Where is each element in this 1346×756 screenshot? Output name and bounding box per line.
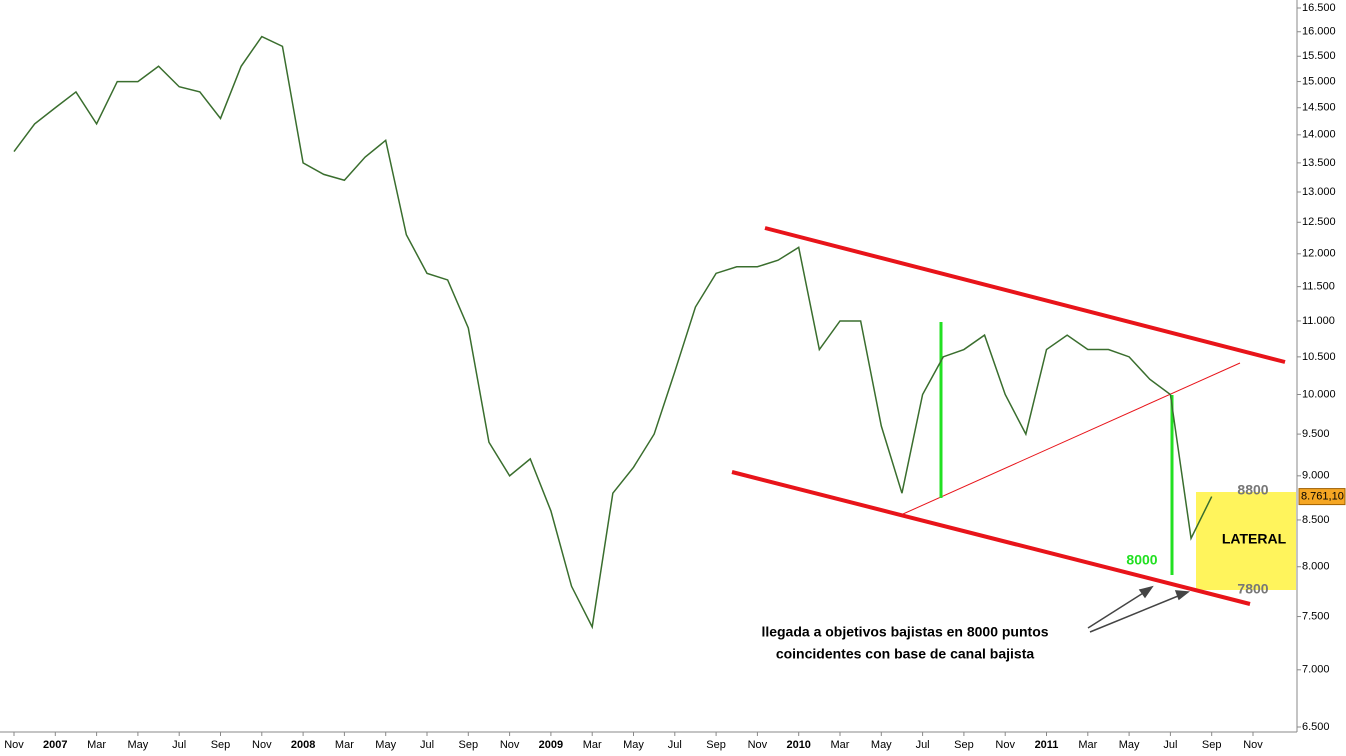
x-tick-label: Sep (211, 739, 231, 751)
annotation: 8000 (1126, 552, 1157, 568)
x-tick-label: Nov (1243, 739, 1263, 751)
last-value-label: 8.761,10 (1301, 491, 1344, 503)
x-tick-label: Mar (335, 739, 354, 751)
x-tick-label: Nov (252, 739, 272, 751)
arrows (1087, 585, 1190, 633)
y-tick-label: 14.000 (1302, 129, 1336, 141)
x-tick-label: 2008 (291, 739, 315, 751)
y-tick-label: 16.500 (1302, 2, 1336, 14)
x-tick-label: Nov (500, 739, 520, 751)
annotation: coincidentes con base de canal bajista (776, 646, 1035, 662)
annotation: LATERAL (1222, 531, 1287, 547)
y-tick-label: 13.000 (1302, 186, 1336, 198)
y-tick-label: 13.500 (1302, 157, 1336, 169)
y-tick-label: 8.500 (1302, 514, 1330, 526)
y-tick-label: 8.000 (1302, 561, 1330, 573)
x-tick-label: 2010 (786, 739, 810, 751)
x-tick-label: 2011 (1035, 739, 1059, 751)
x-tick-label: 2007 (43, 739, 67, 751)
y-tick-label: 16.000 (1302, 26, 1336, 38)
x-tick-label: May (375, 739, 396, 751)
y-tick-label: 6.500 (1302, 721, 1330, 733)
y-tick-label: 11.000 (1302, 315, 1335, 327)
y-tick-label: 10.500 (1302, 351, 1336, 363)
y-tick-label: 12.500 (1302, 216, 1336, 228)
last-value-box (1298, 488, 1346, 506)
annotation: 7800 (1237, 581, 1268, 597)
x-tick-label: Sep (1202, 739, 1222, 751)
x-tick-label: May (871, 739, 892, 751)
channel-bottom (731, 470, 1251, 606)
x-tick-label: Nov (995, 739, 1015, 751)
y-tick-label: 14.500 (1302, 102, 1336, 114)
x-tick-label: Jul (172, 739, 186, 751)
y-tick-label: 7.500 (1302, 610, 1330, 622)
x-tick-label: May (128, 739, 149, 751)
y-tick-label: 12.000 (1302, 248, 1336, 260)
x-tick-label: May (1119, 739, 1140, 751)
support-line (902, 362, 1241, 515)
x-tick-label: Sep (706, 739, 726, 751)
x-tick-label: Mar (583, 739, 602, 751)
y-tick-label: 7.000 (1302, 664, 1330, 676)
x-tick-label: May (623, 739, 644, 751)
y-tick-label: 9.000 (1302, 470, 1330, 482)
x-tick-label: Mar (831, 739, 850, 751)
x-tick-label: Jul (1163, 739, 1177, 751)
x-tick-label: Jul (916, 739, 930, 751)
x-tick-label: Jul (420, 739, 434, 751)
lateral-zone (1196, 492, 1296, 590)
x-tick-label: Mar (1078, 739, 1097, 751)
x-tick-label: Nov (748, 739, 768, 751)
annotation: 8800 (1237, 482, 1268, 498)
price-line (13, 35, 1213, 630)
y-tick-label: 11.500 (1302, 281, 1335, 293)
x-tick-label: Nov (4, 739, 24, 751)
x-tick-label: Mar (87, 739, 106, 751)
x-tick-label: Jul (668, 739, 682, 751)
x-tick-label: 2009 (539, 739, 563, 751)
y-tick-label: 15.000 (1302, 75, 1336, 87)
y-tick-label: 15.500 (1302, 50, 1336, 62)
x-tick-label: Sep (954, 739, 974, 751)
x-tick-label: Sep (459, 739, 479, 751)
y-tick-label: 9.500 (1302, 428, 1330, 440)
y-tick-label: 10.000 (1302, 388, 1336, 400)
annotation: llegada a objetivos bajistas en 8000 pun… (761, 624, 1048, 640)
channel-top (764, 226, 1286, 364)
